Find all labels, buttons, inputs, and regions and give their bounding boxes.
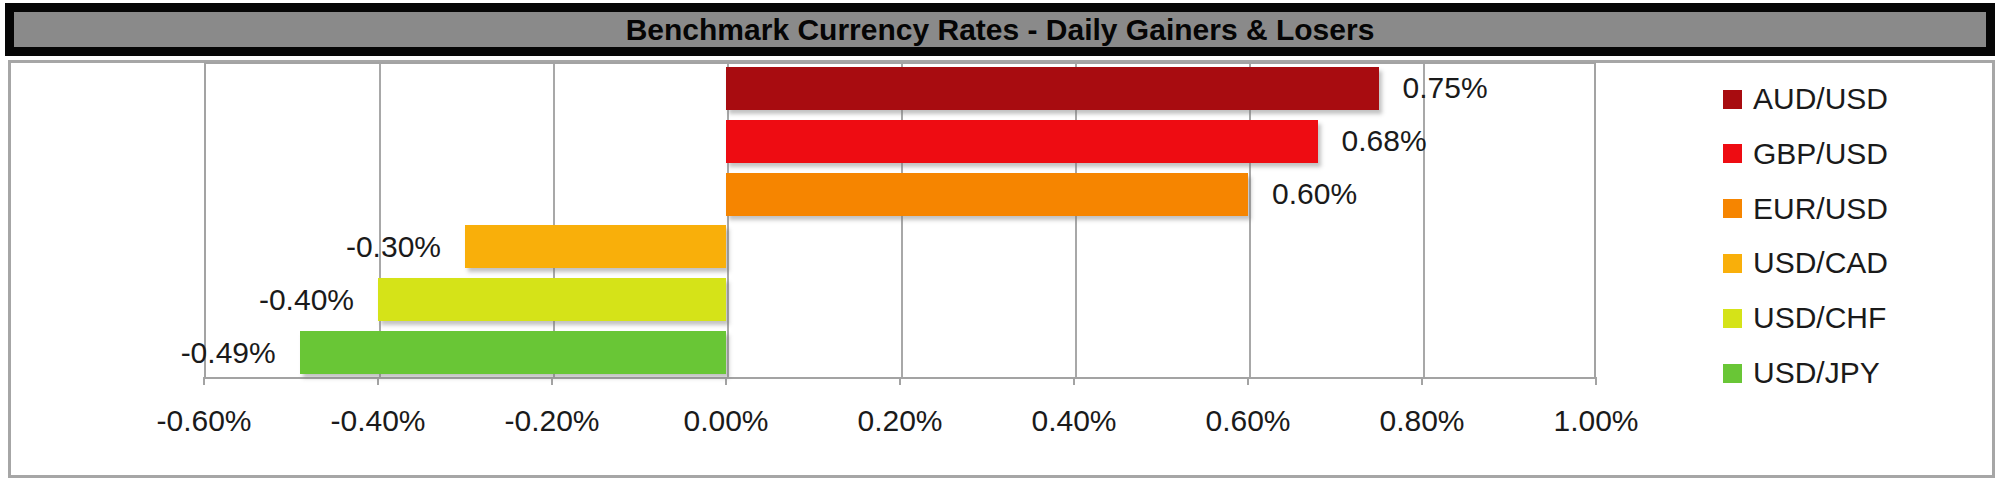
bar-usd-chf (378, 278, 726, 321)
gridline (379, 64, 381, 377)
legend-label: USD/CAD (1753, 246, 1888, 280)
axis-tick-mark (725, 377, 727, 385)
x-axis-tick-label: -0.20% (504, 404, 599, 438)
chart-title: Benchmark Currency Rates - Daily Gainers… (626, 13, 1375, 47)
axis-tick-mark (551, 377, 553, 385)
axis-tick-mark (899, 377, 901, 385)
gridline (901, 64, 903, 377)
gridline (1423, 64, 1425, 377)
legend-item-gbp-usd: GBP/USD (1723, 137, 1888, 171)
axis-tick-mark (1421, 377, 1423, 385)
bar-value-label: -0.30% (346, 230, 441, 264)
x-axis-tick-label: 0.20% (857, 404, 942, 438)
x-axis-tick-label: 0.60% (1205, 404, 1290, 438)
legend-label: USD/JPY (1753, 356, 1880, 390)
legend-item-aud-usd: AUD/USD (1723, 82, 1888, 116)
x-axis-tick-label: 1.00% (1553, 404, 1638, 438)
bar-value-label: -0.49% (181, 336, 276, 370)
axis-tick-mark (1247, 377, 1249, 385)
axis-tick-mark (1073, 377, 1075, 385)
legend-marker-icon (1723, 254, 1742, 273)
gridline (1075, 64, 1077, 377)
legend-marker-icon (1723, 364, 1742, 383)
bar-usd-jpy (300, 331, 726, 374)
legend-item-eur-usd: EUR/USD (1723, 192, 1888, 226)
legend-marker-icon (1723, 144, 1742, 163)
bar-usd-cad (465, 225, 726, 268)
bar-aud-usd (726, 67, 1379, 110)
x-axis-tick-label: 0.80% (1379, 404, 1464, 438)
x-axis-tick-label: 0.40% (1031, 404, 1116, 438)
bar-value-label: 0.60% (1272, 177, 1357, 211)
bar-value-label: -0.40% (259, 283, 354, 317)
bar-eur-usd (726, 173, 1248, 216)
legend-marker-icon (1723, 199, 1742, 218)
legend-label: GBP/USD (1753, 137, 1888, 171)
legend-marker-icon (1723, 90, 1742, 109)
legend-item-usd-cad: USD/CAD (1723, 246, 1888, 280)
x-axis-tick-label: 0.00% (683, 404, 768, 438)
legend-label: EUR/USD (1753, 192, 1888, 226)
legend-label: USD/CHF (1753, 301, 1886, 335)
gridline (1249, 64, 1251, 377)
gridline (727, 64, 729, 377)
bar-gbp-usd (726, 120, 1318, 163)
currency-rates-chart: Benchmark Currency Rates - Daily Gainers… (0, 0, 2000, 485)
legend-label: AUD/USD (1753, 82, 1888, 116)
axis-tick-mark (377, 377, 379, 385)
axis-tick-mark (1595, 377, 1597, 385)
axis-tick-mark (203, 377, 205, 385)
x-axis-tick-label: -0.40% (330, 404, 425, 438)
chart-title-banner: Benchmark Currency Rates - Daily Gainers… (5, 3, 1995, 56)
legend-item-usd-chf: USD/CHF (1723, 301, 1886, 335)
gridline (553, 64, 555, 377)
legend-marker-icon (1723, 309, 1742, 328)
legend-item-usd-jpy: USD/JPY (1723, 356, 1880, 390)
x-axis-tick-label: -0.60% (156, 404, 251, 438)
bar-value-label: 0.68% (1342, 124, 1427, 158)
bar-value-label: 0.75% (1403, 71, 1488, 105)
